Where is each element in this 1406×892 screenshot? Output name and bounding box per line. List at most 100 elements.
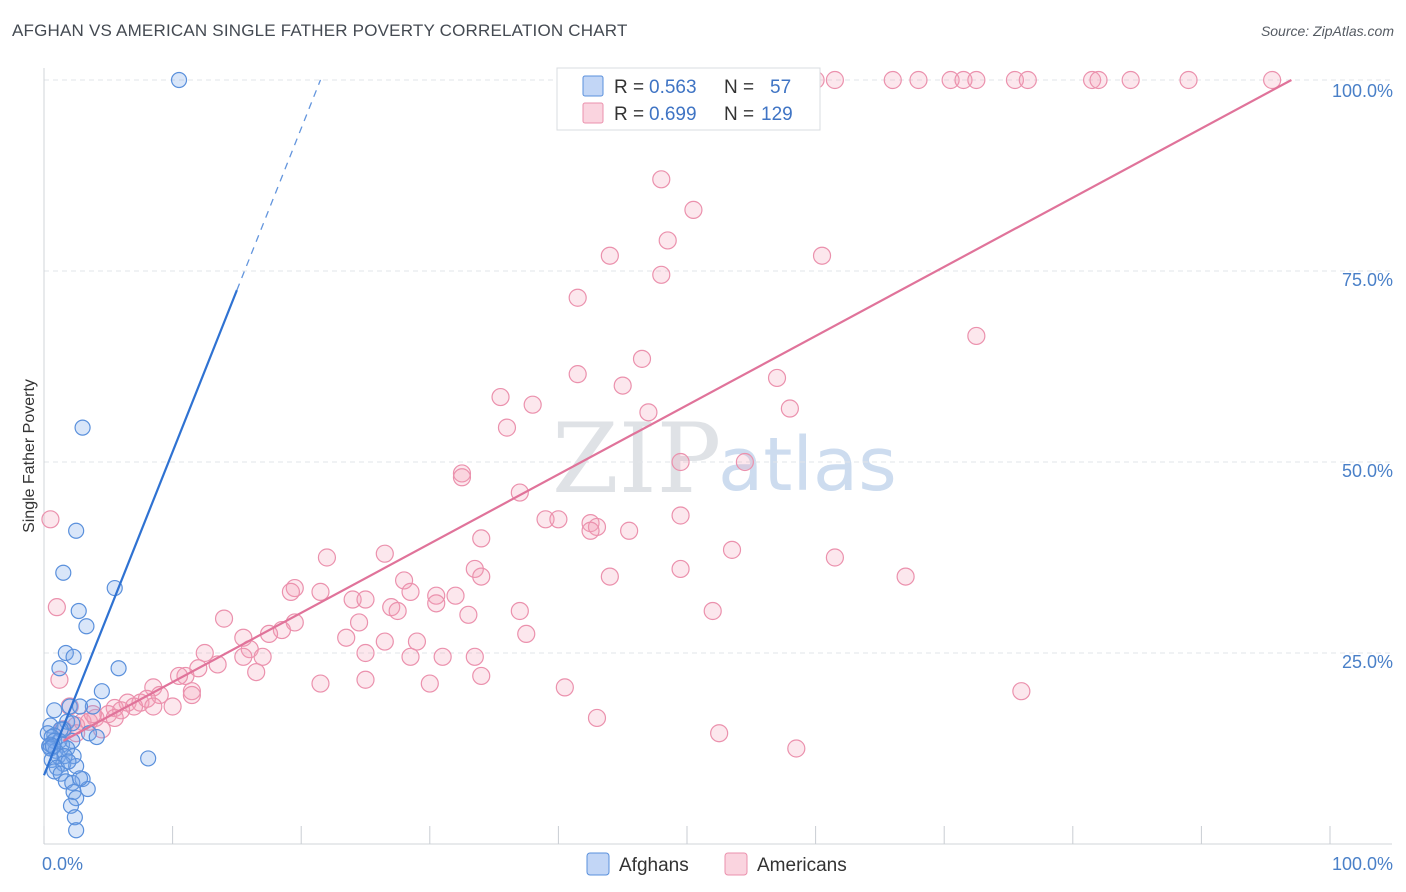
americans-point-18 — [1179, 70, 1198, 90]
americans-point-22 — [658, 231, 677, 250]
americans-point-126 — [50, 670, 69, 689]
afghans-point-10 — [110, 660, 127, 677]
americans-point-70 — [388, 601, 407, 621]
legend-bottom-swatch-americans — [724, 852, 748, 876]
y-tick-label-1: 50.0% — [1342, 461, 1393, 481]
legend-n-label-afghans: N = — [724, 77, 754, 98]
americans-point-62 — [281, 582, 301, 601]
americans-point-34 — [780, 399, 799, 418]
afghans-point-52 — [66, 809, 83, 826]
americans-point-16 — [1089, 70, 1108, 90]
afghans-point-39 — [68, 757, 85, 775]
americans-point-23 — [600, 246, 619, 265]
americans-point-94 — [247, 662, 266, 682]
trend-lines — [42, 79, 1292, 776]
americans-point-103 — [182, 685, 201, 705]
americans-point-65 — [446, 586, 465, 605]
americans-point-88 — [433, 647, 452, 666]
americans-point-101 — [182, 682, 201, 701]
americans-point-82 — [517, 624, 536, 644]
chart-title: AFGHAN VS AMERICAN SINGLE FATHER POVERTY… — [12, 21, 628, 40]
y-axis-title: Single Father Poverty — [21, 379, 38, 533]
legend-n-value-afghans: 57 — [770, 77, 791, 98]
americans-point-98 — [356, 670, 375, 689]
americans-point-42 — [536, 510, 555, 529]
americans-point-90 — [465, 647, 484, 666]
americans-point-36 — [497, 418, 517, 437]
legend-bottom: Afghans Americans — [586, 852, 847, 876]
americans-point-47 — [581, 521, 600, 540]
americans-point-56 — [600, 567, 619, 586]
americans-point-73 — [703, 601, 722, 621]
afghans-point-11 — [93, 683, 110, 700]
americans-point-52 — [825, 548, 844, 567]
americans-point-125 — [47, 598, 66, 617]
legend-r-label-americans: R = — [614, 104, 644, 125]
afghans-point-9 — [51, 660, 68, 677]
legend-swatch-afghans — [582, 75, 604, 97]
americans-point-30 — [767, 368, 787, 388]
americans-point-83 — [407, 632, 427, 651]
afghans-point-5 — [70, 602, 87, 620]
americans-point-49 — [472, 529, 491, 548]
americans-point-43 — [549, 510, 568, 529]
americans-point-95 — [472, 666, 491, 686]
americans-point-51 — [317, 548, 337, 567]
legend-bottom-label-americans: Americans — [757, 855, 847, 876]
americans-point-46 — [620, 521, 639, 540]
americans-point-17 — [1121, 70, 1140, 90]
americans-point-24 — [812, 246, 832, 265]
americans-point-38 — [671, 452, 690, 472]
americans-point-8 — [883, 70, 902, 90]
americans-point-35 — [639, 403, 658, 422]
afghans-point-3 — [55, 564, 72, 581]
legend-top: R = 0.563 N = 57 R = 0.699 N = 129 — [556, 67, 821, 131]
americans-point-50 — [375, 544, 394, 563]
watermark: ZIP atlas — [552, 403, 897, 515]
y-tick-label-0: 25.0% — [1342, 652, 1393, 672]
americans-point-89 — [401, 647, 420, 666]
afghans-point-53 — [68, 822, 85, 839]
americans-point-67 — [356, 590, 375, 609]
americans-point-75 — [349, 613, 369, 632]
chart-source: Source: ZipAtlas.com — [1260, 23, 1394, 39]
afghans-trend-extension — [236, 79, 322, 291]
legend-bottom-label-afghans: Afghans — [619, 855, 689, 876]
americans-point-130 — [787, 739, 806, 758]
legend-r-value-afghans: 0.563 — [649, 77, 697, 98]
americans-point-20 — [652, 170, 671, 189]
americans-point-29 — [568, 365, 587, 384]
afghans-point-8 — [65, 648, 82, 665]
americans-point-74 — [214, 609, 234, 628]
americans-point-58 — [896, 567, 915, 586]
americans-point-39 — [452, 464, 472, 483]
americans-point-13 — [1005, 70, 1025, 90]
legend-n-label-americans: N = — [724, 104, 754, 125]
americans-point-61 — [311, 582, 330, 601]
americans-point-129 — [710, 724, 729, 743]
x-tick-labels: 0.0% 100.0% — [42, 854, 1393, 874]
afghans-point-2 — [68, 522, 85, 539]
afghans-trend-line — [42, 289, 238, 776]
americans-point-111 — [163, 697, 182, 716]
x-tick-label-1: 100.0% — [1332, 854, 1393, 874]
americans-point-72 — [510, 601, 529, 621]
legend-n-value-americans: 129 — [761, 104, 793, 125]
afghans-point-7 — [57, 644, 74, 662]
americans-point-85 — [195, 643, 214, 663]
legend-r-label-afghans: R = — [614, 77, 644, 98]
americans-point-19 — [1263, 70, 1282, 90]
americans-point-27 — [967, 326, 986, 346]
americans-point-31 — [613, 376, 632, 395]
legend-swatch-americans — [582, 102, 604, 124]
afghans-point-56 — [71, 770, 89, 787]
americans-point-81 — [375, 632, 394, 651]
americans-point-100 — [311, 674, 330, 693]
y-tick-label-2: 75.0% — [1342, 270, 1393, 290]
y-tick-label-3: 100.0% — [1332, 81, 1393, 101]
americans-point-32 — [491, 387, 510, 407]
americans-point-14 — [1018, 70, 1037, 90]
americans-point-66 — [343, 590, 362, 609]
watermark-atlas: atlas — [718, 422, 897, 508]
